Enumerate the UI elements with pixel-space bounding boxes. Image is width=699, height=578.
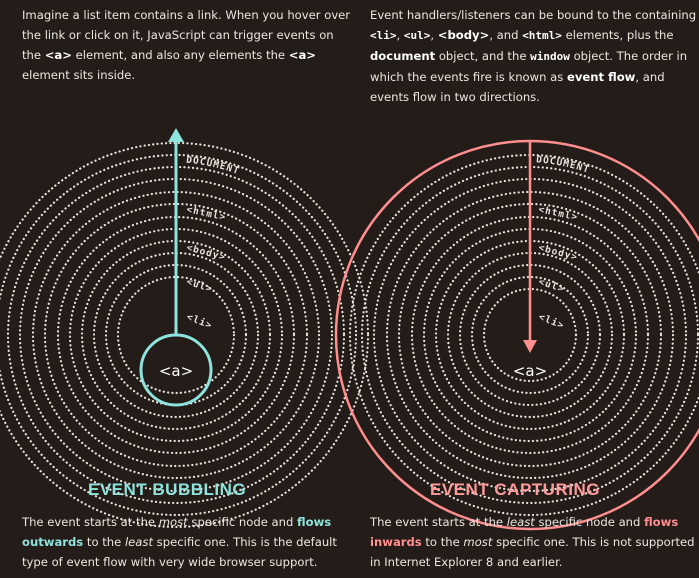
capturing-desc-flows: flows inwards	[370, 515, 679, 549]
bubbling-description: The event starts at the most specific no…	[22, 512, 352, 572]
capturing-desc-least: least	[506, 515, 535, 529]
bubbling-ring-10	[104, 263, 248, 407]
capturing-dotted-rings	[348, 153, 699, 517]
intro-right-text-3: object, and the	[435, 49, 531, 63]
intro-left-a-tag-2: <a>	[288, 48, 316, 62]
capturing-ring-10	[470, 275, 590, 395]
intro-left-text-3: element sits inside.	[22, 68, 136, 82]
bubbling-ring-5	[43, 202, 309, 468]
intro-right-ul-tag: <ul>	[403, 29, 431, 42]
bubbling-desc-text-1: The event starts at the	[22, 515, 159, 529]
bubbling-desc-flows: flows outwards	[22, 515, 332, 549]
bubbling-ring-9	[92, 251, 260, 419]
intro-right-text-1: Event handlers/listeners can be bound to…	[370, 8, 697, 22]
intro-right-paragraph: Event handlers/listeners can be bound to…	[370, 5, 699, 107]
bubbling-ring-4	[31, 190, 321, 480]
bubbling-center-label: <a>	[159, 362, 193, 380]
capturing-ring-11	[482, 287, 578, 383]
bubbling-desc-text-2: specific node and	[187, 515, 298, 529]
intro-left-paragraph: Imagine a list item contains a link. Whe…	[22, 5, 352, 85]
capturing-desc-most: most	[463, 535, 493, 549]
capturing-desc-text-1: The event starts at the	[370, 515, 507, 529]
capturing-ring-4	[397, 202, 663, 468]
intro-right-document: document	[370, 49, 436, 63]
intro-right-li-tag: <li>	[370, 29, 397, 42]
intro-right-window: window	[530, 50, 570, 63]
intro-right-text-4: object. The order in which the events fi…	[370, 49, 688, 84]
capturing-ring-3	[385, 190, 675, 480]
bubbling-desc-text-4: specific one. This is the default type o…	[22, 535, 337, 569]
intro-left-text-1: Imagine a list item contains a link. Whe…	[22, 8, 351, 62]
capturing-diagram: <a> DOCUMENT <html> <body> <ul> <li>	[334, 139, 699, 531]
capturing-outer-circle	[334, 139, 699, 531]
bubbling-diagram: <a> DOCUMENT <html> <body> <ul> <li>	[0, 128, 370, 529]
intro-right-event-flow: event flow	[567, 70, 636, 84]
bubbling-desc-text-3: to the	[83, 535, 125, 549]
capturing-center-label: <a>	[513, 362, 547, 380]
bubbling-ring-11	[116, 275, 236, 395]
capturing-description: The event starts at the least specific n…	[370, 512, 699, 572]
capturing-desc-text-4: specific one. This is not supported in I…	[370, 535, 695, 569]
capturing-ring-0	[348, 153, 699, 517]
intro-left-a-tag: <a>	[44, 48, 72, 62]
intro-right-text-2: elements, plus the	[561, 28, 674, 42]
bubbling-desc-least: least	[124, 535, 153, 549]
bubbling-label-html: <html>	[185, 204, 227, 223]
capturing-desc-text-3: to the	[421, 535, 464, 549]
capturing-heading: EVENT CAPTURING	[430, 480, 600, 499]
intro-right-comma-2: ,	[430, 28, 438, 42]
intro-left-text-2: element, and also any elements the	[71, 48, 289, 62]
capturing-ring-8	[446, 251, 614, 419]
bubbling-heading: EVENT BUBBLING	[88, 480, 247, 499]
bubbling-label-ul: <ul>	[185, 276, 214, 295]
intro-right-body-tag: <body>	[437, 28, 490, 42]
intro-right-text-5: , and events flow in two directions.	[370, 70, 665, 104]
intro-right-and: , and	[489, 28, 523, 42]
capturing-desc-text-2: specific node and	[534, 515, 645, 529]
bubbling-ring-0	[0, 141, 370, 529]
bubbling-label-li: <li>	[185, 312, 214, 332]
capturing-label-body: <body>	[537, 242, 579, 263]
intro-right-comma-1: ,	[396, 28, 404, 42]
capturing-label-li: <li>	[537, 312, 566, 332]
bubbling-desc-most: most	[158, 515, 188, 529]
bubbling-arrowhead-icon	[168, 128, 184, 142]
capturing-arrowhead-icon	[523, 340, 537, 353]
capturing-ring-9	[458, 263, 602, 407]
capturing-label-ul: <ul>	[537, 276, 566, 295]
intro-right-html-tag: <html>	[522, 29, 562, 42]
